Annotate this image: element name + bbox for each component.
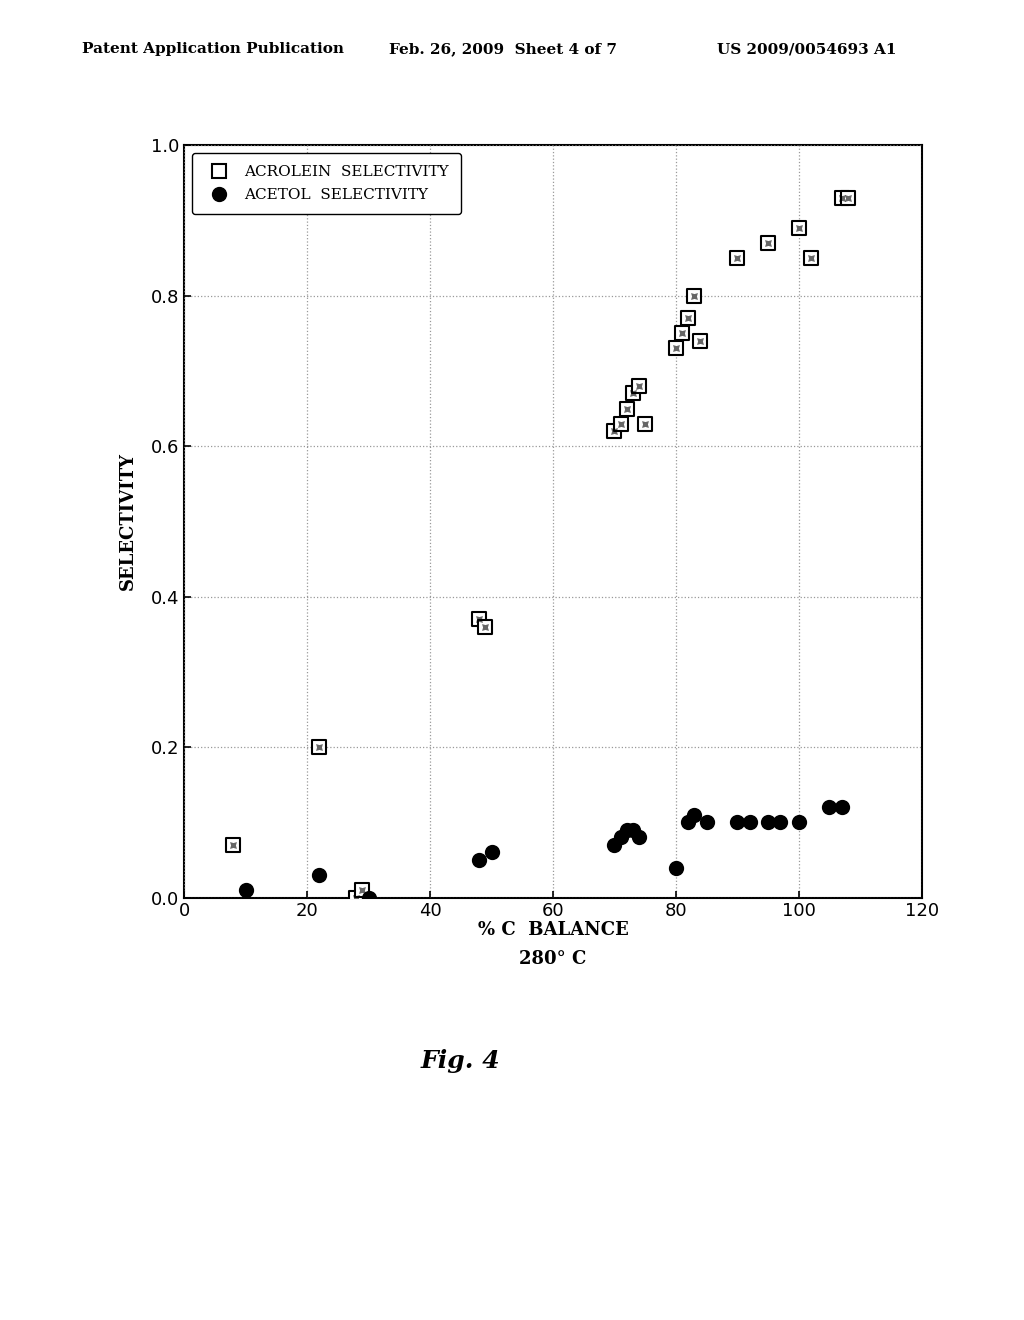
Text: Feb. 26, 2009  Sheet 4 of 7: Feb. 26, 2009 Sheet 4 of 7 [389, 42, 617, 57]
Legend: ACROLEIN  SELECTIVITY, ACETOL  SELECTIVITY: ACROLEIN SELECTIVITY, ACETOL SELECTIVITY [191, 153, 461, 214]
Point [729, 248, 745, 269]
Point [668, 857, 684, 878]
Point [477, 616, 494, 638]
Point [612, 413, 629, 434]
Point [311, 865, 328, 886]
Point [803, 248, 819, 269]
Point [471, 609, 487, 630]
Point [637, 413, 653, 434]
Point [668, 338, 684, 359]
Point [760, 812, 776, 833]
Point [772, 812, 788, 833]
Point [821, 797, 838, 818]
Point [612, 826, 629, 847]
Point [238, 879, 254, 900]
Point [760, 232, 776, 253]
Point [674, 322, 690, 343]
Point [471, 850, 487, 871]
Point [225, 834, 242, 855]
Point [618, 399, 635, 420]
Point [834, 797, 850, 818]
Point [360, 887, 377, 908]
Point [698, 812, 715, 833]
Point [834, 187, 850, 209]
Point [686, 285, 702, 306]
Point [631, 375, 647, 396]
Point [680, 308, 696, 329]
Point [625, 383, 641, 404]
Point [791, 218, 807, 239]
Text: % C  BALANCE: % C BALANCE [477, 921, 629, 940]
Point [840, 187, 856, 209]
Text: 280° C: 280° C [519, 950, 587, 969]
Point [729, 812, 745, 833]
Point [625, 820, 641, 841]
Text: US 2009/0054693 A1: US 2009/0054693 A1 [717, 42, 896, 57]
Text: Fig. 4: Fig. 4 [421, 1049, 501, 1073]
Point [680, 812, 696, 833]
Point [348, 887, 365, 908]
Point [692, 330, 709, 351]
Y-axis label: SELECTIVITY: SELECTIVITY [119, 453, 137, 590]
Point [483, 842, 500, 863]
Point [311, 737, 328, 758]
Point [631, 826, 647, 847]
Point [618, 820, 635, 841]
Point [606, 834, 623, 855]
Point [354, 879, 371, 900]
Text: Patent Application Publication: Patent Application Publication [82, 42, 344, 57]
Point [686, 804, 702, 825]
Point [741, 812, 758, 833]
Point [606, 421, 623, 442]
Point [791, 812, 807, 833]
